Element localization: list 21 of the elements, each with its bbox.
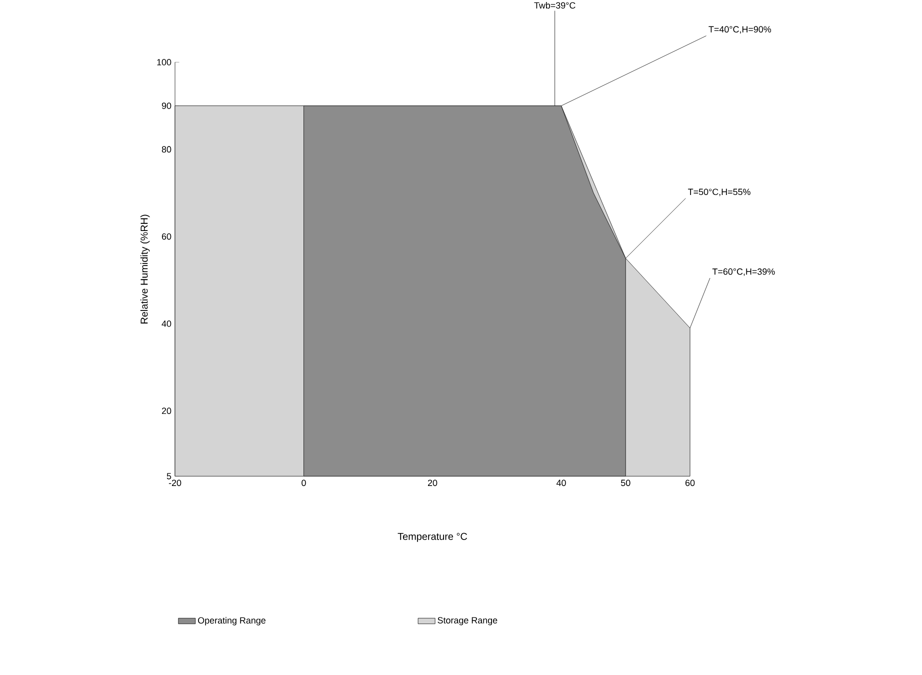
legend-label: Operating Range bbox=[198, 616, 266, 626]
x-tick-label: 50 bbox=[621, 480, 630, 486]
annotation: T=50°C,H=55% bbox=[688, 188, 750, 196]
x-axis-title: Temperature °C bbox=[398, 532, 468, 542]
y-tick-label: 90 bbox=[162, 102, 172, 109]
y-tick-label: 100 bbox=[157, 58, 172, 66]
y-tick-label: 5 bbox=[166, 472, 172, 480]
y-axis-title: Relative Humidity (%RH) bbox=[140, 214, 150, 324]
x-tick-label: 40 bbox=[556, 480, 566, 486]
x-tick-label: 20 bbox=[428, 480, 438, 486]
x-tick-label: 60 bbox=[685, 480, 695, 486]
y-tick-label: 80 bbox=[162, 146, 172, 152]
x-tick-label: -20 bbox=[168, 480, 182, 486]
y-tick-label: 40 bbox=[162, 320, 172, 327]
legend-label: Storage Range bbox=[438, 617, 498, 626]
annotation: T=40°C,H=90% bbox=[708, 26, 772, 34]
y-tick-label: 20 bbox=[162, 408, 172, 414]
annotation: T=60°C,H=39% bbox=[712, 268, 775, 276]
annotation: Twb=39°C bbox=[534, 2, 576, 8]
x-tick-label: 0 bbox=[302, 480, 306, 486]
y-tick-label: 60 bbox=[162, 233, 172, 240]
